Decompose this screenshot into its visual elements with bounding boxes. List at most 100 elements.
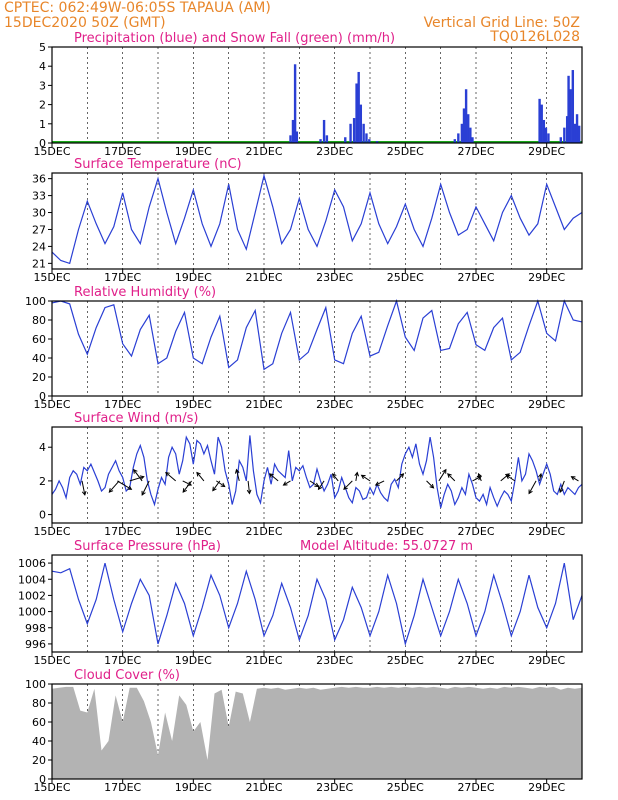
precip-bar xyxy=(538,98,541,143)
x-tick-label: 25DEC xyxy=(387,398,424,411)
wind-arrow-head xyxy=(360,474,366,480)
wind-arrow xyxy=(375,480,385,486)
wind-arrow-head xyxy=(139,475,145,480)
precip-bar xyxy=(471,137,474,143)
x-tick-label: 19DEC xyxy=(175,525,212,538)
x-tick-label: 27DEC xyxy=(457,271,494,284)
y-tick-label: 0 xyxy=(39,137,46,150)
wind-arrow xyxy=(216,480,225,487)
wind-arrow xyxy=(309,480,319,487)
x-tick-label: 27DEC xyxy=(457,781,494,794)
precip-bar xyxy=(547,133,550,143)
wind-arrow xyxy=(355,472,358,481)
precip-bar xyxy=(460,123,464,143)
precip-bar xyxy=(357,71,360,143)
wind-arrow-head xyxy=(343,485,348,491)
panel-title: Relative Humidity (%) xyxy=(74,285,216,300)
wind-arrow xyxy=(182,480,192,493)
x-tick-label: 19DEC xyxy=(175,781,212,794)
y-tick-label: 40 xyxy=(32,735,46,748)
y-tick-label: 2 xyxy=(39,99,46,112)
x-tick-label: 29DEC xyxy=(528,271,565,284)
series-line xyxy=(51,562,583,647)
wind-arrow xyxy=(165,472,176,482)
x-tick-label: 25DEC xyxy=(387,781,424,794)
header: CPTEC: 062:49W-06:05S TAPAUA (AM) 15DEC2… xyxy=(4,0,580,45)
x-tick-label: 15DEC xyxy=(33,654,70,667)
x-tick-label: 19DEC xyxy=(175,654,212,667)
panel-annotation: Model Altitude: 55.0727 m xyxy=(300,539,473,554)
precip-bar xyxy=(559,137,562,143)
wind-arrow-head xyxy=(505,474,511,480)
x-tick-label: 29DEC xyxy=(528,525,565,538)
precip-bar xyxy=(457,133,460,143)
y-tick-label: 998 xyxy=(25,622,46,635)
precip-bar xyxy=(453,139,456,143)
wind-arrow xyxy=(182,480,192,486)
x-tick-label: 21DEC xyxy=(245,398,282,411)
precip-bar xyxy=(352,118,356,143)
precip-bar xyxy=(289,135,292,143)
wind-arrow xyxy=(506,474,516,482)
header-date: 15DEC2020 50Z (GMT) xyxy=(4,15,166,31)
wind-arrow-head xyxy=(282,481,288,486)
x-tick-label: 25DEC xyxy=(387,654,424,667)
wind-arrow xyxy=(196,472,205,482)
x-tick-label: 21DEC xyxy=(245,654,282,667)
wind-arrow-head xyxy=(212,486,217,492)
x-tick-label: 27DEC xyxy=(457,145,494,158)
wind-arrow xyxy=(559,480,565,493)
x-tick-label: 19DEC xyxy=(175,145,212,158)
wind-arrow xyxy=(235,469,240,482)
y-tick-label: 1002 xyxy=(18,589,46,602)
wind-arrow-head xyxy=(477,472,482,478)
wind-arrow-head xyxy=(538,472,543,478)
panel-1: 21 24 27 30 33 36 15DEC 17DEC 19DEC 21DEC 23DEC 25D… xyxy=(32,157,583,284)
x-tick-label: 23DEC xyxy=(316,525,353,538)
x-tick-label: 23DEC xyxy=(316,781,353,794)
y-tick-label: 100 xyxy=(25,295,46,308)
cloud-cover-area xyxy=(52,686,582,779)
x-tick-label: 23DEC xyxy=(316,398,353,411)
x-tick-label: 19DEC xyxy=(175,398,212,411)
wind-arrow-head xyxy=(447,473,452,478)
y-tick-label: 24 xyxy=(32,240,46,253)
wind-arrow-head xyxy=(141,490,146,496)
header-grid-line: Vertical Grid Line: 50Z xyxy=(424,15,580,31)
panel-title: Cloud Cover (%) xyxy=(74,668,180,683)
y-tick-label: 100 xyxy=(25,678,46,691)
y-tick-label: 33 xyxy=(32,190,46,203)
x-tick-label: 29DEC xyxy=(528,398,565,411)
panel-4: 996 998 1000 1002 1004 1006 15DEC 17DEC 19DEC 21D… xyxy=(18,539,583,667)
y-tick-label: 5 xyxy=(39,41,46,54)
wind-arrow xyxy=(571,476,579,482)
precip-bar xyxy=(567,75,570,143)
wind-arrow-head xyxy=(127,485,133,490)
precip-bar xyxy=(319,139,322,143)
precip-bar xyxy=(344,137,347,143)
plot-frame xyxy=(51,300,583,397)
y-tick-label: 1004 xyxy=(18,573,46,586)
y-tick-label: 60 xyxy=(32,716,46,729)
x-tick-label: 23DEC xyxy=(316,145,353,158)
wind-arrow-head xyxy=(399,473,405,478)
precip-bar xyxy=(355,83,358,143)
y-tick-label: 36 xyxy=(32,173,46,186)
wind-arrow-head xyxy=(165,471,170,477)
x-tick-label: 17DEC xyxy=(104,271,141,284)
series-line xyxy=(51,173,583,265)
wind-arrow-head xyxy=(429,483,435,489)
y-tick-label: 4 xyxy=(39,60,46,73)
plot-frame xyxy=(51,46,583,144)
y-tick-label: 20 xyxy=(32,371,46,384)
wind-arrow xyxy=(108,480,120,493)
wind-arrow-head xyxy=(317,485,323,491)
plot-frame xyxy=(51,172,583,270)
x-tick-label: 21DEC xyxy=(245,781,282,794)
wind-arrow xyxy=(212,480,221,491)
y-tick-label: 0 xyxy=(39,509,46,522)
x-tick-label: 21DEC xyxy=(245,145,282,158)
x-tick-label: 27DEC xyxy=(457,654,494,667)
wind-arrow xyxy=(438,469,447,482)
